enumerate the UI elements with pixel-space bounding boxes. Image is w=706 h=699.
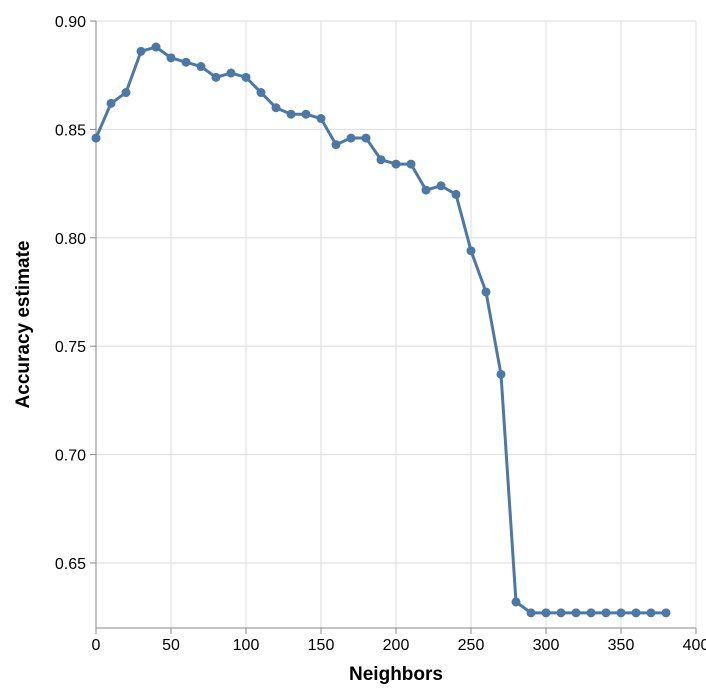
data-point [256, 88, 266, 98]
x-tick-label: 200 [383, 637, 410, 654]
data-point [181, 57, 191, 67]
data-point [541, 608, 551, 618]
data-point [301, 109, 311, 119]
data-point [151, 42, 161, 52]
y-axis-title: Accuracy estimate [13, 241, 34, 409]
data-point [526, 608, 536, 618]
x-tick-label: 150 [308, 637, 335, 654]
data-point [241, 72, 251, 82]
data-point [376, 155, 386, 165]
data-point [616, 608, 626, 618]
data-point [631, 608, 641, 618]
data-point [361, 133, 371, 143]
y-tick-label: 0.85 [55, 122, 86, 139]
x-tick-label: 300 [533, 637, 560, 654]
data-point [106, 98, 116, 108]
data-point [496, 369, 506, 379]
data-point [571, 608, 581, 618]
data-point [391, 159, 401, 169]
data-point [211, 72, 221, 82]
data-point [556, 608, 566, 618]
data-point [271, 103, 281, 113]
x-tick-label: 400 [683, 637, 706, 654]
data-point [451, 189, 461, 199]
data-point [436, 181, 446, 191]
data-point [331, 140, 341, 150]
data-point [286, 109, 296, 119]
y-tick-label: 0.70 [55, 448, 86, 465]
data-point [511, 597, 521, 607]
data-point [601, 608, 611, 618]
x-tick-label: 100 [233, 637, 260, 654]
x-tick-label: 0 [92, 637, 101, 654]
data-point [466, 246, 476, 256]
data-point [646, 608, 656, 618]
data-point [421, 185, 431, 195]
data-point [226, 68, 236, 78]
x-tick-label: 250 [458, 637, 485, 654]
series-layer [91, 42, 671, 618]
x-tick-label: 350 [608, 637, 635, 654]
data-point [91, 133, 101, 143]
y-tick-label: 0.80 [55, 231, 86, 248]
series-line [94, 45, 668, 615]
y-tick-label: 0.65 [55, 556, 86, 573]
y-tick-label: 0.90 [55, 14, 86, 31]
data-point [481, 287, 491, 297]
y-tick-label: 0.75 [55, 339, 86, 356]
x-axis-title: Neighbors [349, 664, 443, 685]
data-point [166, 53, 176, 63]
data-point [136, 46, 146, 56]
data-point [406, 159, 416, 169]
data-point [586, 608, 596, 618]
data-point [316, 114, 326, 124]
axes: 0 50 100 150 200 250 300 350 400 0.65 0.70 0.75 0.80… [55, 14, 706, 654]
data-point [196, 62, 206, 72]
data-point [346, 133, 356, 143]
x-tick-label: 50 [162, 637, 180, 654]
data-point [121, 88, 131, 98]
grid-layer [95, 20, 697, 628]
data-point [661, 608, 671, 618]
